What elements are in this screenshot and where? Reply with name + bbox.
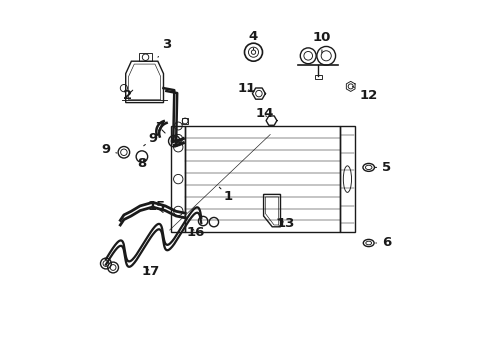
Text: 15: 15 bbox=[147, 201, 165, 213]
Text: 1: 1 bbox=[219, 187, 232, 203]
Text: 2: 2 bbox=[122, 89, 132, 102]
Text: 3: 3 bbox=[158, 39, 171, 57]
Bar bbox=[182, 118, 187, 124]
Bar bbox=[185, 126, 339, 232]
Text: 17: 17 bbox=[142, 265, 160, 278]
Text: 10: 10 bbox=[312, 31, 330, 53]
Text: 16: 16 bbox=[186, 226, 204, 239]
Text: 11: 11 bbox=[237, 82, 255, 95]
Text: 14: 14 bbox=[255, 107, 273, 120]
Text: 9: 9 bbox=[143, 132, 157, 146]
Text: 13: 13 bbox=[276, 217, 294, 230]
Text: 4: 4 bbox=[248, 30, 258, 50]
Text: 7: 7 bbox=[155, 121, 165, 134]
Text: 8: 8 bbox=[137, 157, 146, 170]
Bar bbox=[171, 126, 185, 232]
Text: 12: 12 bbox=[352, 86, 377, 102]
Bar bbox=[314, 75, 321, 79]
Text: 5: 5 bbox=[374, 161, 390, 174]
Bar bbox=[339, 126, 354, 232]
Bar bbox=[139, 53, 152, 61]
Text: 9: 9 bbox=[101, 143, 117, 156]
Text: 6: 6 bbox=[375, 237, 390, 249]
